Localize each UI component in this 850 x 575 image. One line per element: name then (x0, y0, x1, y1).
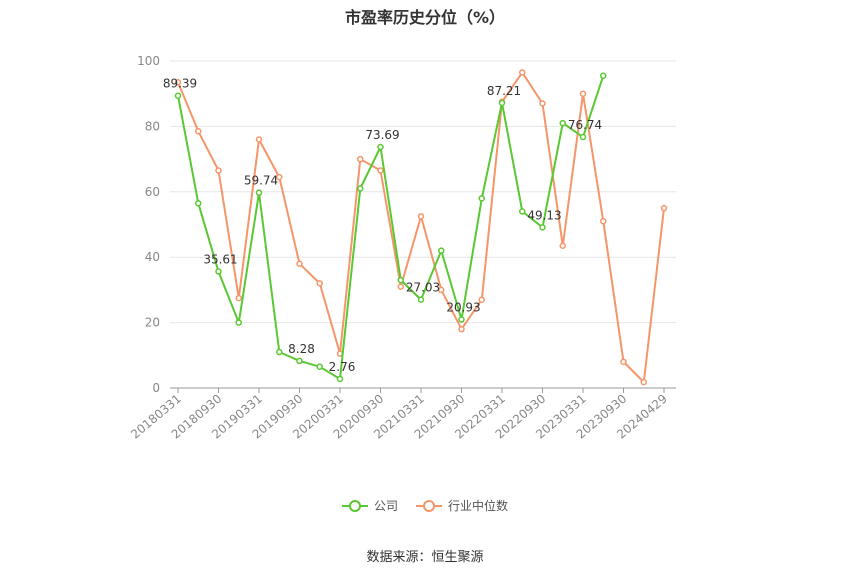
y-tick-label: 80 (145, 119, 160, 133)
data-point (255, 136, 263, 143)
data-point (215, 167, 222, 174)
data-label: 89.39 (163, 77, 197, 91)
data-point (579, 90, 587, 97)
data-label: 27.03 (406, 281, 440, 295)
series-line-company (177, 75, 605, 380)
data-point (640, 378, 647, 386)
legend: 公司 行业中位数 (0, 497, 850, 514)
data-point (377, 167, 384, 174)
data-point (174, 92, 182, 99)
data-label: 49.13 (527, 208, 561, 222)
legend-swatch-industry-median (416, 499, 442, 513)
legend-label-industry-median: 行业中位数 (448, 499, 509, 513)
data-point (438, 247, 445, 254)
data-point (377, 143, 384, 151)
data-label: 87.21 (487, 84, 521, 98)
axes: 0204060801002018033120180930201903312019… (128, 54, 676, 442)
data-point (539, 100, 546, 107)
y-tick-label: 40 (145, 250, 160, 264)
data-point (438, 286, 445, 294)
data-point (660, 204, 668, 212)
data-point (417, 296, 425, 303)
data-point (357, 185, 364, 192)
data-point (519, 208, 526, 215)
legend-label-company: 公司 (373, 499, 398, 513)
data-point (600, 72, 607, 79)
data-point (458, 316, 465, 323)
y-tick-label: 100 (137, 54, 160, 68)
data-label: 8.28 (288, 342, 315, 356)
line-chart: 0204060801002018033120180930201903312019… (128, 54, 676, 442)
data-point (195, 199, 202, 207)
data-point (539, 224, 546, 231)
data-point (174, 79, 182, 86)
data-label: 2.76 (329, 360, 356, 374)
data-point (255, 189, 263, 196)
data-point (316, 280, 323, 287)
data-point (620, 358, 627, 366)
data-point (559, 119, 566, 127)
data-point (296, 357, 303, 365)
data-point (397, 283, 404, 290)
y-tick-label: 20 (145, 316, 160, 330)
data-point (458, 325, 465, 333)
data-point (478, 296, 485, 303)
data-point (276, 173, 283, 181)
data-point (296, 260, 303, 267)
data-point (235, 294, 242, 302)
data-point (417, 213, 425, 220)
data-point (397, 276, 404, 284)
data-point (478, 195, 485, 202)
data-point (579, 133, 587, 141)
source-note: 数据来源：恒生聚源 (366, 550, 484, 565)
y-tick-label: 60 (145, 185, 160, 199)
data-label: 76.74 (568, 118, 602, 132)
legend-item-company[interactable]: 公司 (341, 497, 398, 514)
data-point (519, 69, 526, 76)
data-point (559, 242, 566, 250)
data-label: 73.69 (365, 128, 399, 142)
data-point (235, 319, 242, 326)
data-point (357, 155, 364, 163)
data-label: 20.93 (446, 301, 480, 315)
legend-item-industry-median[interactable]: 行业中位数 (416, 497, 508, 514)
y-tick-label: 0 (152, 381, 160, 395)
data-point (498, 99, 506, 107)
data-labels: 89.39 35.61 59.74 8.28 2.76 73.69 27.03 20.93 87… (163, 77, 602, 374)
gridlines (170, 60, 676, 324)
data-point (276, 348, 283, 356)
series-lines (174, 69, 668, 386)
chart-title: 市盈率历史分位（%） (344, 8, 506, 27)
data-point (600, 217, 607, 225)
data-label: 35.61 (203, 253, 237, 267)
data-point (336, 375, 344, 383)
data-point (215, 268, 222, 275)
data-point (195, 128, 202, 135)
data-point (316, 363, 323, 370)
data-label: 59.74 (244, 174, 278, 188)
legend-swatch-company (341, 499, 368, 513)
